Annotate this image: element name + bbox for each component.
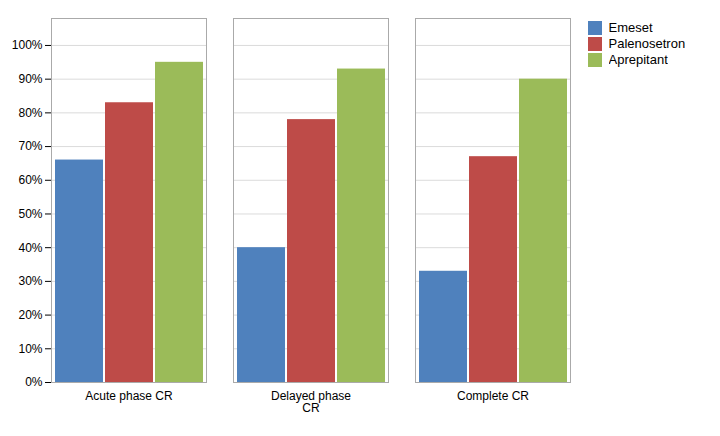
svg-text:10%: 10%	[18, 342, 42, 356]
svg-text:40%: 40%	[18, 241, 42, 255]
svg-text:80%: 80%	[18, 106, 42, 120]
html-text:Emeset: Emeset	[608, 20, 653, 35]
html-text:Aprepitant: Aprepitant	[608, 52, 668, 67]
svg-text:100%: 100%	[12, 38, 43, 52]
svg-text:50%: 50%	[18, 207, 42, 221]
svg-text:0%: 0%	[25, 375, 43, 389]
svg-text:90%: 90%	[18, 72, 42, 86]
svg-text:Delayed phaseCR: Delayed phaseCR	[271, 389, 351, 415]
svg-text:30%: 30%	[18, 274, 42, 288]
svg-text:Acute phase CR: Acute phase CR	[85, 389, 173, 403]
svg-text:70%: 70%	[18, 139, 42, 153]
svg-text:60%: 60%	[18, 173, 42, 187]
html-text:Palenosetron: Palenosetron	[608, 36, 686, 51]
svg-text:Complete CR: Complete CR	[457, 389, 529, 403]
svg-text:20%: 20%	[18, 308, 42, 322]
